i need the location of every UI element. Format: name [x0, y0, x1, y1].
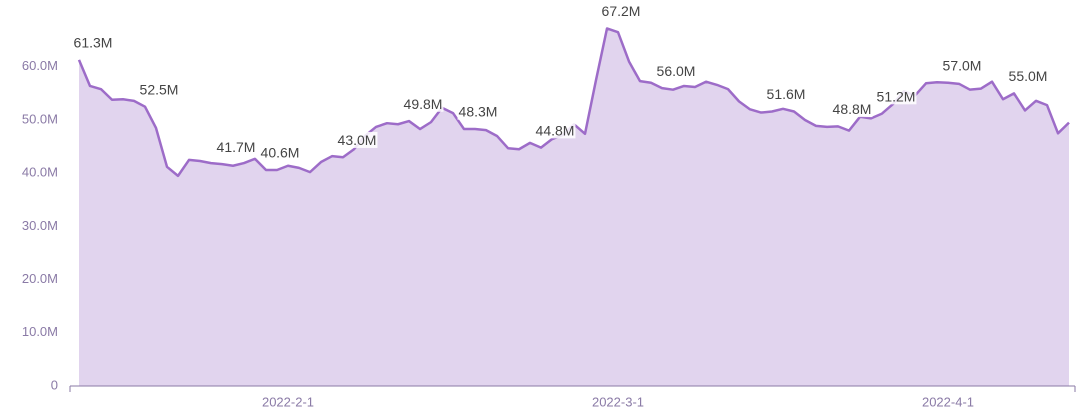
value-label-bg	[875, 88, 917, 105]
value-label-bg	[138, 81, 180, 98]
y-tick-label: 10.0M	[22, 324, 58, 339]
value-label-group: 44.8M	[534, 122, 576, 139]
value-label-bg	[1007, 68, 1049, 85]
value-label-group: 48.8M	[831, 101, 873, 118]
value-label-group: 40.6M	[259, 144, 301, 161]
value-label: 44.8M	[536, 122, 575, 138]
area	[79, 28, 1069, 386]
value-label-group: 67.2M	[600, 3, 642, 20]
value-label-bg	[655, 62, 697, 79]
y-tick-label: 50.0M	[22, 111, 58, 126]
value-label-group: 41.7M	[215, 138, 257, 155]
value-label: 52.5M	[140, 81, 179, 97]
value-label-bg	[941, 57, 983, 74]
value-label-group: 55.0M	[1007, 68, 1049, 85]
value-label-bg	[765, 86, 807, 103]
value-label-group: 56.0M	[655, 62, 697, 79]
value-label: 48.8M	[833, 101, 872, 117]
y-tick-label: 20.0M	[22, 271, 58, 286]
value-label: 56.0M	[657, 63, 696, 79]
value-label: 49.8M	[404, 96, 443, 112]
y-tick-label: 30.0M	[22, 218, 58, 233]
y-tick-label: 0	[51, 377, 58, 392]
value-label: 48.3M	[459, 104, 498, 120]
value-label-bg	[457, 103, 499, 120]
value-label-bg	[72, 34, 114, 51]
value-label-bg	[402, 95, 444, 112]
value-label-group: 51.6M	[765, 86, 807, 103]
value-label-group: 51.2M	[875, 88, 917, 105]
x-tick-label: 2022-2-1	[262, 394, 314, 409]
value-label-group: 48.3M	[457, 103, 499, 120]
value-label-bg	[600, 3, 642, 20]
value-label: 51.2M	[877, 88, 916, 104]
value-label-bg	[336, 131, 378, 148]
value-label: 43.0M	[338, 132, 377, 148]
value-label: 57.0M	[943, 57, 982, 73]
value-label: 61.3M	[74, 35, 113, 51]
x-tick-label: 2022-3-1	[592, 394, 644, 409]
value-label: 55.0M	[1009, 68, 1048, 84]
value-label-bg	[215, 138, 257, 155]
value-label-group: 49.8M	[402, 95, 444, 112]
value-label-group: 61.3M	[72, 34, 114, 51]
value-label-bg	[534, 122, 576, 139]
value-label: 51.6M	[767, 86, 806, 102]
y-tick-label: 60.0M	[22, 58, 58, 73]
value-label-bg	[259, 144, 301, 161]
value-label: 40.6M	[261, 145, 300, 161]
x-tick-label: 2022-4-1	[922, 394, 974, 409]
value-label-bg	[831, 101, 873, 118]
y-tick-label: 40.0M	[22, 165, 58, 180]
value-label-group: 57.0M	[941, 57, 983, 74]
value-label-group: 43.0M	[336, 131, 378, 148]
value-label: 67.2M	[602, 3, 641, 19]
value-label-group: 52.5M	[138, 81, 180, 98]
value-label: 41.7M	[217, 139, 256, 155]
